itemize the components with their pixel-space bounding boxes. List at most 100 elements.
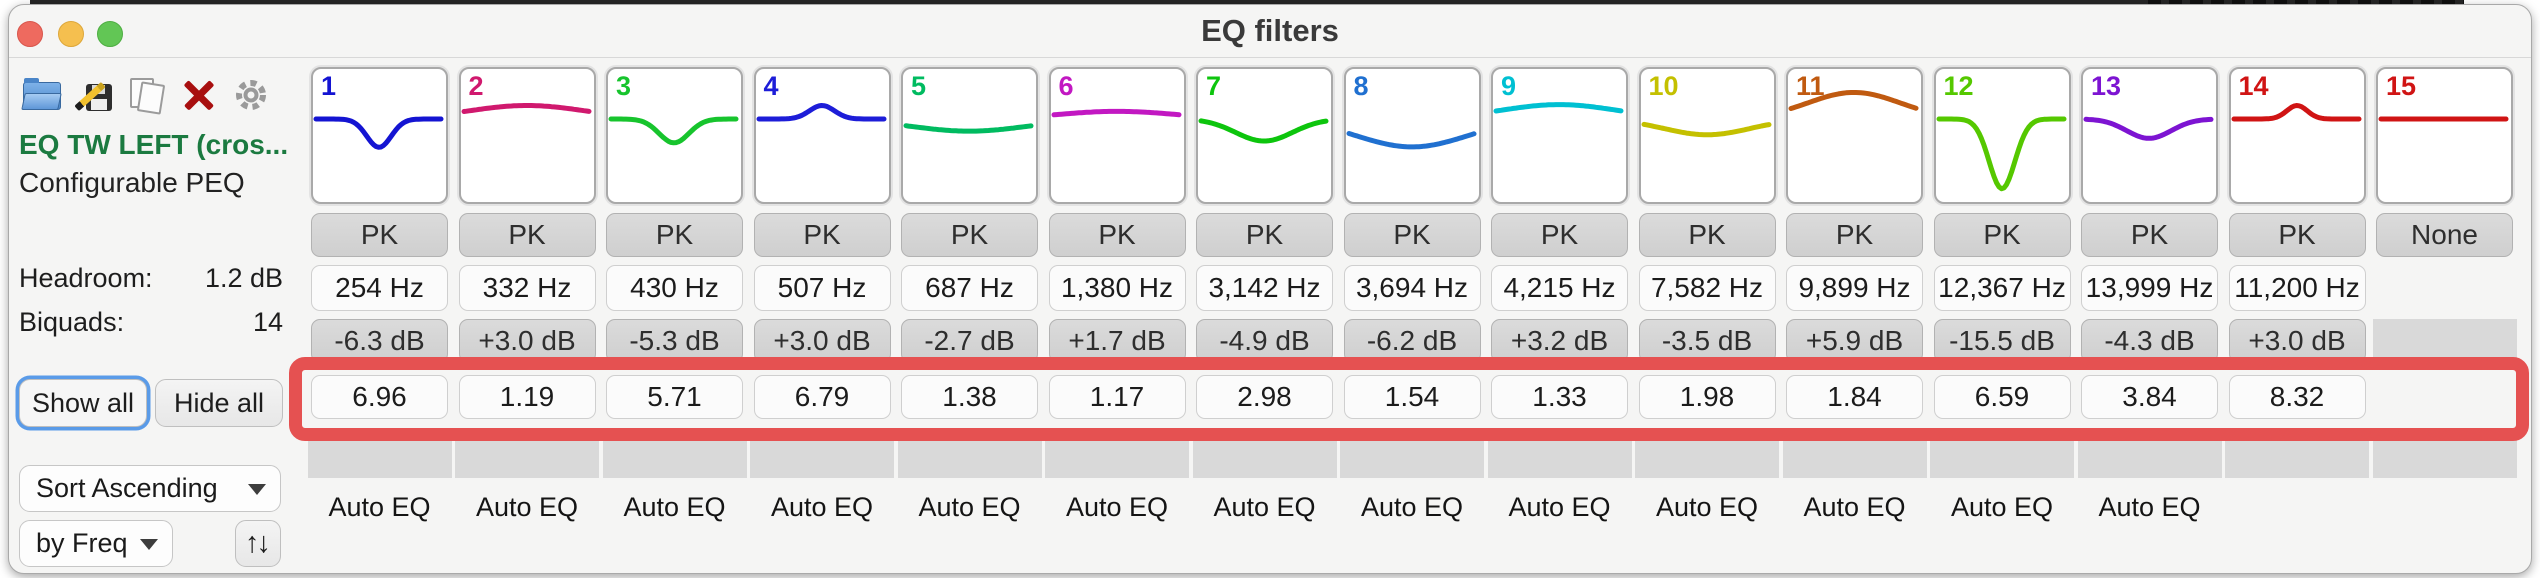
q-field[interactable]: 1.33 bbox=[1491, 375, 1628, 419]
filter-type-button[interactable]: PK bbox=[1491, 213, 1628, 257]
filter-thumbnail[interactable]: 8 bbox=[1343, 67, 1481, 204]
gain-field[interactable]: +3.0 dB bbox=[2228, 319, 2366, 363]
gain-field[interactable]: -2.7 dB bbox=[901, 319, 1038, 363]
sort-mode-select[interactable]: Sort Ascending bbox=[19, 465, 281, 512]
auto-eq-button[interactable]: Auto EQ bbox=[328, 491, 431, 522]
q-field[interactable]: 5.71 bbox=[606, 375, 743, 419]
q-field[interactable]: 1.19 bbox=[458, 375, 596, 419]
auto-eq-button[interactable]: Auto EQ bbox=[475, 491, 579, 522]
auto-eq-button[interactable]: Auto EQ bbox=[2098, 491, 2201, 522]
auto-eq-button[interactable]: Auto EQ bbox=[1803, 491, 1906, 522]
copy-button[interactable] bbox=[126, 75, 166, 115]
gain-field[interactable]: -6.2 dB bbox=[1343, 319, 1481, 363]
settings-button[interactable] bbox=[231, 75, 271, 115]
auto-eq-button[interactable]: Auto EQ bbox=[770, 491, 874, 522]
frequency-field[interactable]: 9,899 Hz bbox=[1786, 265, 1923, 311]
hide-all-button[interactable]: Hide all bbox=[155, 379, 283, 427]
filter-type-button[interactable]: PK bbox=[2081, 213, 2218, 257]
auto-eq-button[interactable]: Auto EQ bbox=[1213, 491, 1316, 522]
filter-type-button[interactable]: PK bbox=[901, 213, 1038, 257]
gain-field[interactable]: -6.3 dB bbox=[311, 319, 448, 363]
filter-thumbnail[interactable]: 12 bbox=[1933, 67, 2071, 204]
q-field[interactable]: 6.79 bbox=[753, 375, 891, 419]
auto-eq-button[interactable]: Auto EQ bbox=[623, 491, 726, 522]
q-field[interactable]: 1.84 bbox=[1786, 375, 1923, 419]
frequency-field[interactable]: 3,694 Hz bbox=[1343, 265, 1481, 311]
filter-type-button[interactable]: PK bbox=[1638, 213, 1776, 257]
frequency-field[interactable]: 7,582 Hz bbox=[1638, 265, 1776, 311]
auto-eq-button[interactable]: Auto EQ bbox=[1360, 491, 1464, 522]
show-all-button[interactable]: Show all bbox=[19, 379, 147, 427]
gain-field[interactable]: +3.2 dB bbox=[1491, 319, 1628, 363]
filter-thumbnail[interactable]: 6 bbox=[1048, 67, 1186, 204]
frequency-field[interactable]: 4,215 Hz bbox=[1491, 265, 1628, 311]
filter-thumbnail[interactable]: 11 bbox=[1786, 67, 1923, 204]
filter-thumbnail[interactable]: 4 bbox=[753, 67, 891, 204]
gain-field[interactable]: +3.0 dB bbox=[753, 319, 891, 363]
gain-field[interactable]: +3.0 dB bbox=[458, 319, 596, 363]
frequency-field[interactable]: 332 Hz bbox=[458, 265, 596, 311]
close-button[interactable] bbox=[17, 21, 43, 47]
auto-eq-button[interactable]: Auto EQ bbox=[1655, 491, 1759, 522]
filter-type-button[interactable]: PK bbox=[1196, 213, 1333, 257]
filter-thumbnail[interactable]: 1 bbox=[311, 67, 448, 204]
q-field[interactable]: 1.38 bbox=[901, 375, 1038, 419]
q-field[interactable]: 1.17 bbox=[1048, 375, 1186, 419]
save-preset-button[interactable] bbox=[74, 75, 115, 115]
q-field[interactable]: 6.59 bbox=[1933, 375, 2071, 419]
frequency-field[interactable]: 254 Hz bbox=[311, 265, 448, 311]
gain-field[interactable]: -3.5 dB bbox=[1638, 319, 1776, 363]
gain-field[interactable]: -4.3 dB bbox=[2081, 319, 2218, 363]
filter-type-button[interactable]: None bbox=[2376, 213, 2513, 257]
filter-thumbnail[interactable]: 2 bbox=[458, 67, 596, 204]
q-field[interactable]: 6.96 bbox=[311, 375, 448, 419]
minimize-button[interactable] bbox=[58, 21, 84, 47]
auto-eq-button[interactable]: Auto EQ bbox=[1508, 491, 1611, 522]
delete-button[interactable] bbox=[179, 75, 219, 115]
auto-eq-button[interactable]: Auto EQ bbox=[1950, 491, 2054, 522]
zoom-button[interactable] bbox=[97, 21, 123, 47]
filter-type-button[interactable]: PK bbox=[458, 213, 596, 257]
gain-field[interactable]: -4.9 dB bbox=[1196, 319, 1333, 363]
filter-thumbnail[interactable]: 9 bbox=[1491, 67, 1628, 204]
frequency-field[interactable]: 507 Hz bbox=[753, 265, 891, 311]
filter-thumbnail[interactable]: 13 bbox=[2081, 67, 2218, 204]
filter-thumbnail[interactable]: 7 bbox=[1196, 67, 1333, 204]
filter-thumbnail[interactable]: 5 bbox=[901, 67, 1038, 204]
q-field[interactable]: 8.32 bbox=[2228, 375, 2366, 419]
filter-column-2: 2 PK 332 Hz +3.0 dB 1.19 Auto EQ bbox=[455, 67, 599, 537]
filter-type-button[interactable]: PK bbox=[606, 213, 743, 257]
frequency-field[interactable]: 11,200 Hz bbox=[2228, 265, 2366, 311]
q-field[interactable]: 2.98 bbox=[1196, 375, 1333, 419]
filter-thumbnail[interactable]: 15 bbox=[2376, 67, 2513, 204]
frequency-field[interactable]: 430 Hz bbox=[606, 265, 743, 311]
frequency-field[interactable]: 13,999 Hz bbox=[2081, 265, 2218, 311]
q-field[interactable]: 1.54 bbox=[1343, 375, 1481, 419]
auto-eq-button[interactable]: Auto EQ bbox=[1065, 491, 1169, 522]
gain-field[interactable]: +1.7 dB bbox=[1048, 319, 1186, 363]
filter-thumbnail[interactable]: 10 bbox=[1638, 67, 1776, 204]
frequency-field[interactable]: 3,142 Hz bbox=[1196, 265, 1333, 311]
filter-type-button[interactable]: PK bbox=[1786, 213, 1923, 257]
gain-field[interactable]: -15.5 dB bbox=[1933, 319, 2071, 363]
filter-type-button[interactable]: PK bbox=[311, 213, 448, 257]
auto-eq-button[interactable]: Auto EQ bbox=[918, 491, 1021, 522]
gain-field[interactable]: -5.3 dB bbox=[606, 319, 743, 363]
filter-type-button[interactable]: PK bbox=[753, 213, 891, 257]
disabled-cell bbox=[750, 438, 894, 478]
filter-type-button[interactable]: PK bbox=[2228, 213, 2366, 257]
filter-thumbnail[interactable]: 14 bbox=[2228, 67, 2366, 204]
sort-key-select[interactable]: by Freq bbox=[19, 520, 173, 567]
filter-type-button[interactable]: PK bbox=[1048, 213, 1186, 257]
gain-field[interactable]: +5.9 dB bbox=[1786, 319, 1923, 363]
q-field[interactable]: 1.98 bbox=[1638, 375, 1776, 419]
q-field[interactable]: 3.84 bbox=[2081, 375, 2218, 419]
sort-direction-button[interactable]: ↑↓ bbox=[235, 520, 281, 567]
frequency-field[interactable]: 687 Hz bbox=[901, 265, 1038, 311]
frequency-field[interactable]: 1,380 Hz bbox=[1048, 265, 1186, 311]
frequency-field[interactable]: 12,367 Hz bbox=[1933, 265, 2071, 311]
filter-thumbnail[interactable]: 3 bbox=[606, 67, 743, 204]
open-preset-button[interactable] bbox=[21, 75, 61, 115]
filter-type-button[interactable]: PK bbox=[1933, 213, 2071, 257]
filter-type-button[interactable]: PK bbox=[1343, 213, 1481, 257]
